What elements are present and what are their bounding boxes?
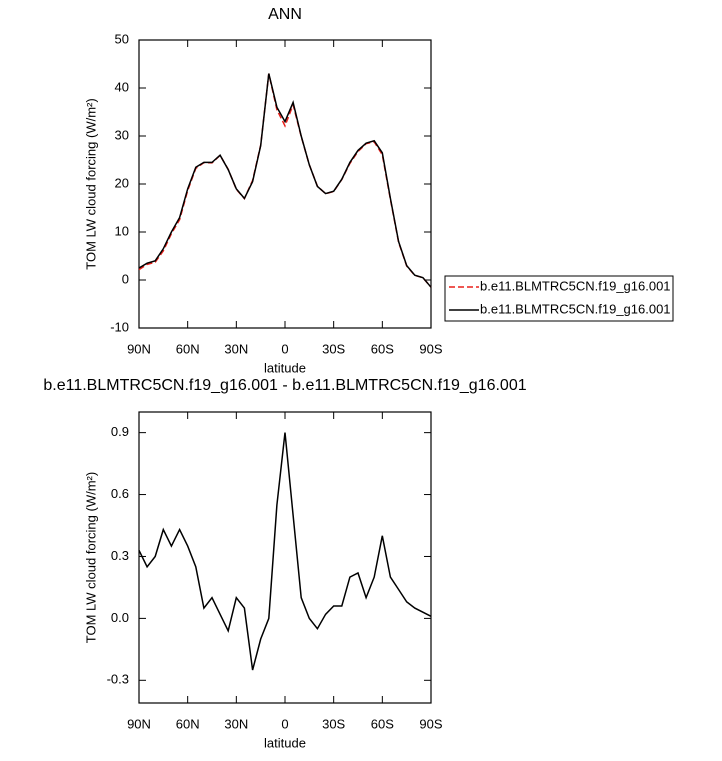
series-line [138, 432, 432, 671]
x-tick-label: 30S [322, 341, 345, 356]
y-tick-label: 40 [115, 79, 129, 94]
legend-label: b.e11.BLMTRC5CN.f19_g16.001 [480, 301, 671, 316]
x-tick-label: 60N [176, 716, 200, 731]
x-tick-label: 90N [127, 716, 151, 731]
x-tick-label: 90S [419, 716, 442, 731]
x-axis-label: latitude [264, 360, 306, 375]
y-tick-label: 0.0 [111, 610, 129, 625]
chart-title: ANN [268, 6, 302, 23]
series-line [138, 73, 432, 288]
y-tick-label: 0.9 [111, 424, 129, 439]
x-tick-label: 30S [322, 716, 345, 731]
y-tick-label: 0.3 [111, 548, 129, 563]
y-tick-label: 30 [115, 127, 129, 142]
y-tick-label: 0.6 [111, 486, 129, 501]
y-tick-label: 50 [115, 31, 129, 46]
x-tick-label: 0 [281, 341, 288, 356]
chart-title: b.e11.BLMTRC5CN.f19_g16.001 - b.e11.BLMT… [43, 377, 526, 394]
legend-box [444, 275, 674, 322]
series-line [138, 73, 432, 288]
x-tick-label: 60S [371, 341, 394, 356]
x-tick-label: 60N [176, 341, 200, 356]
x-tick-label: 90N [127, 341, 151, 356]
x-tick-label: 30N [224, 341, 248, 356]
x-tick-label: 60S [371, 716, 394, 731]
x-tick-label: 30N [224, 716, 248, 731]
y-tick-label: -10 [110, 319, 129, 334]
y-axis-label: TOM LW cloud forcing (W/m²) [83, 98, 98, 269]
x-tick-label: 90S [419, 341, 442, 356]
y-tick-label: 10 [115, 223, 129, 238]
x-tick-label: 0 [281, 716, 288, 731]
x-axis-label: latitude [264, 735, 306, 750]
y-axis-label: TOM LW cloud forcing (W/m²) [83, 472, 98, 643]
y-tick-label: -0.3 [107, 672, 129, 687]
y-tick-label: 20 [115, 175, 129, 190]
legend-label: b.e11.BLMTRC5CN.f19_g16.001 [480, 278, 671, 293]
y-tick-label: 0 [122, 271, 129, 286]
